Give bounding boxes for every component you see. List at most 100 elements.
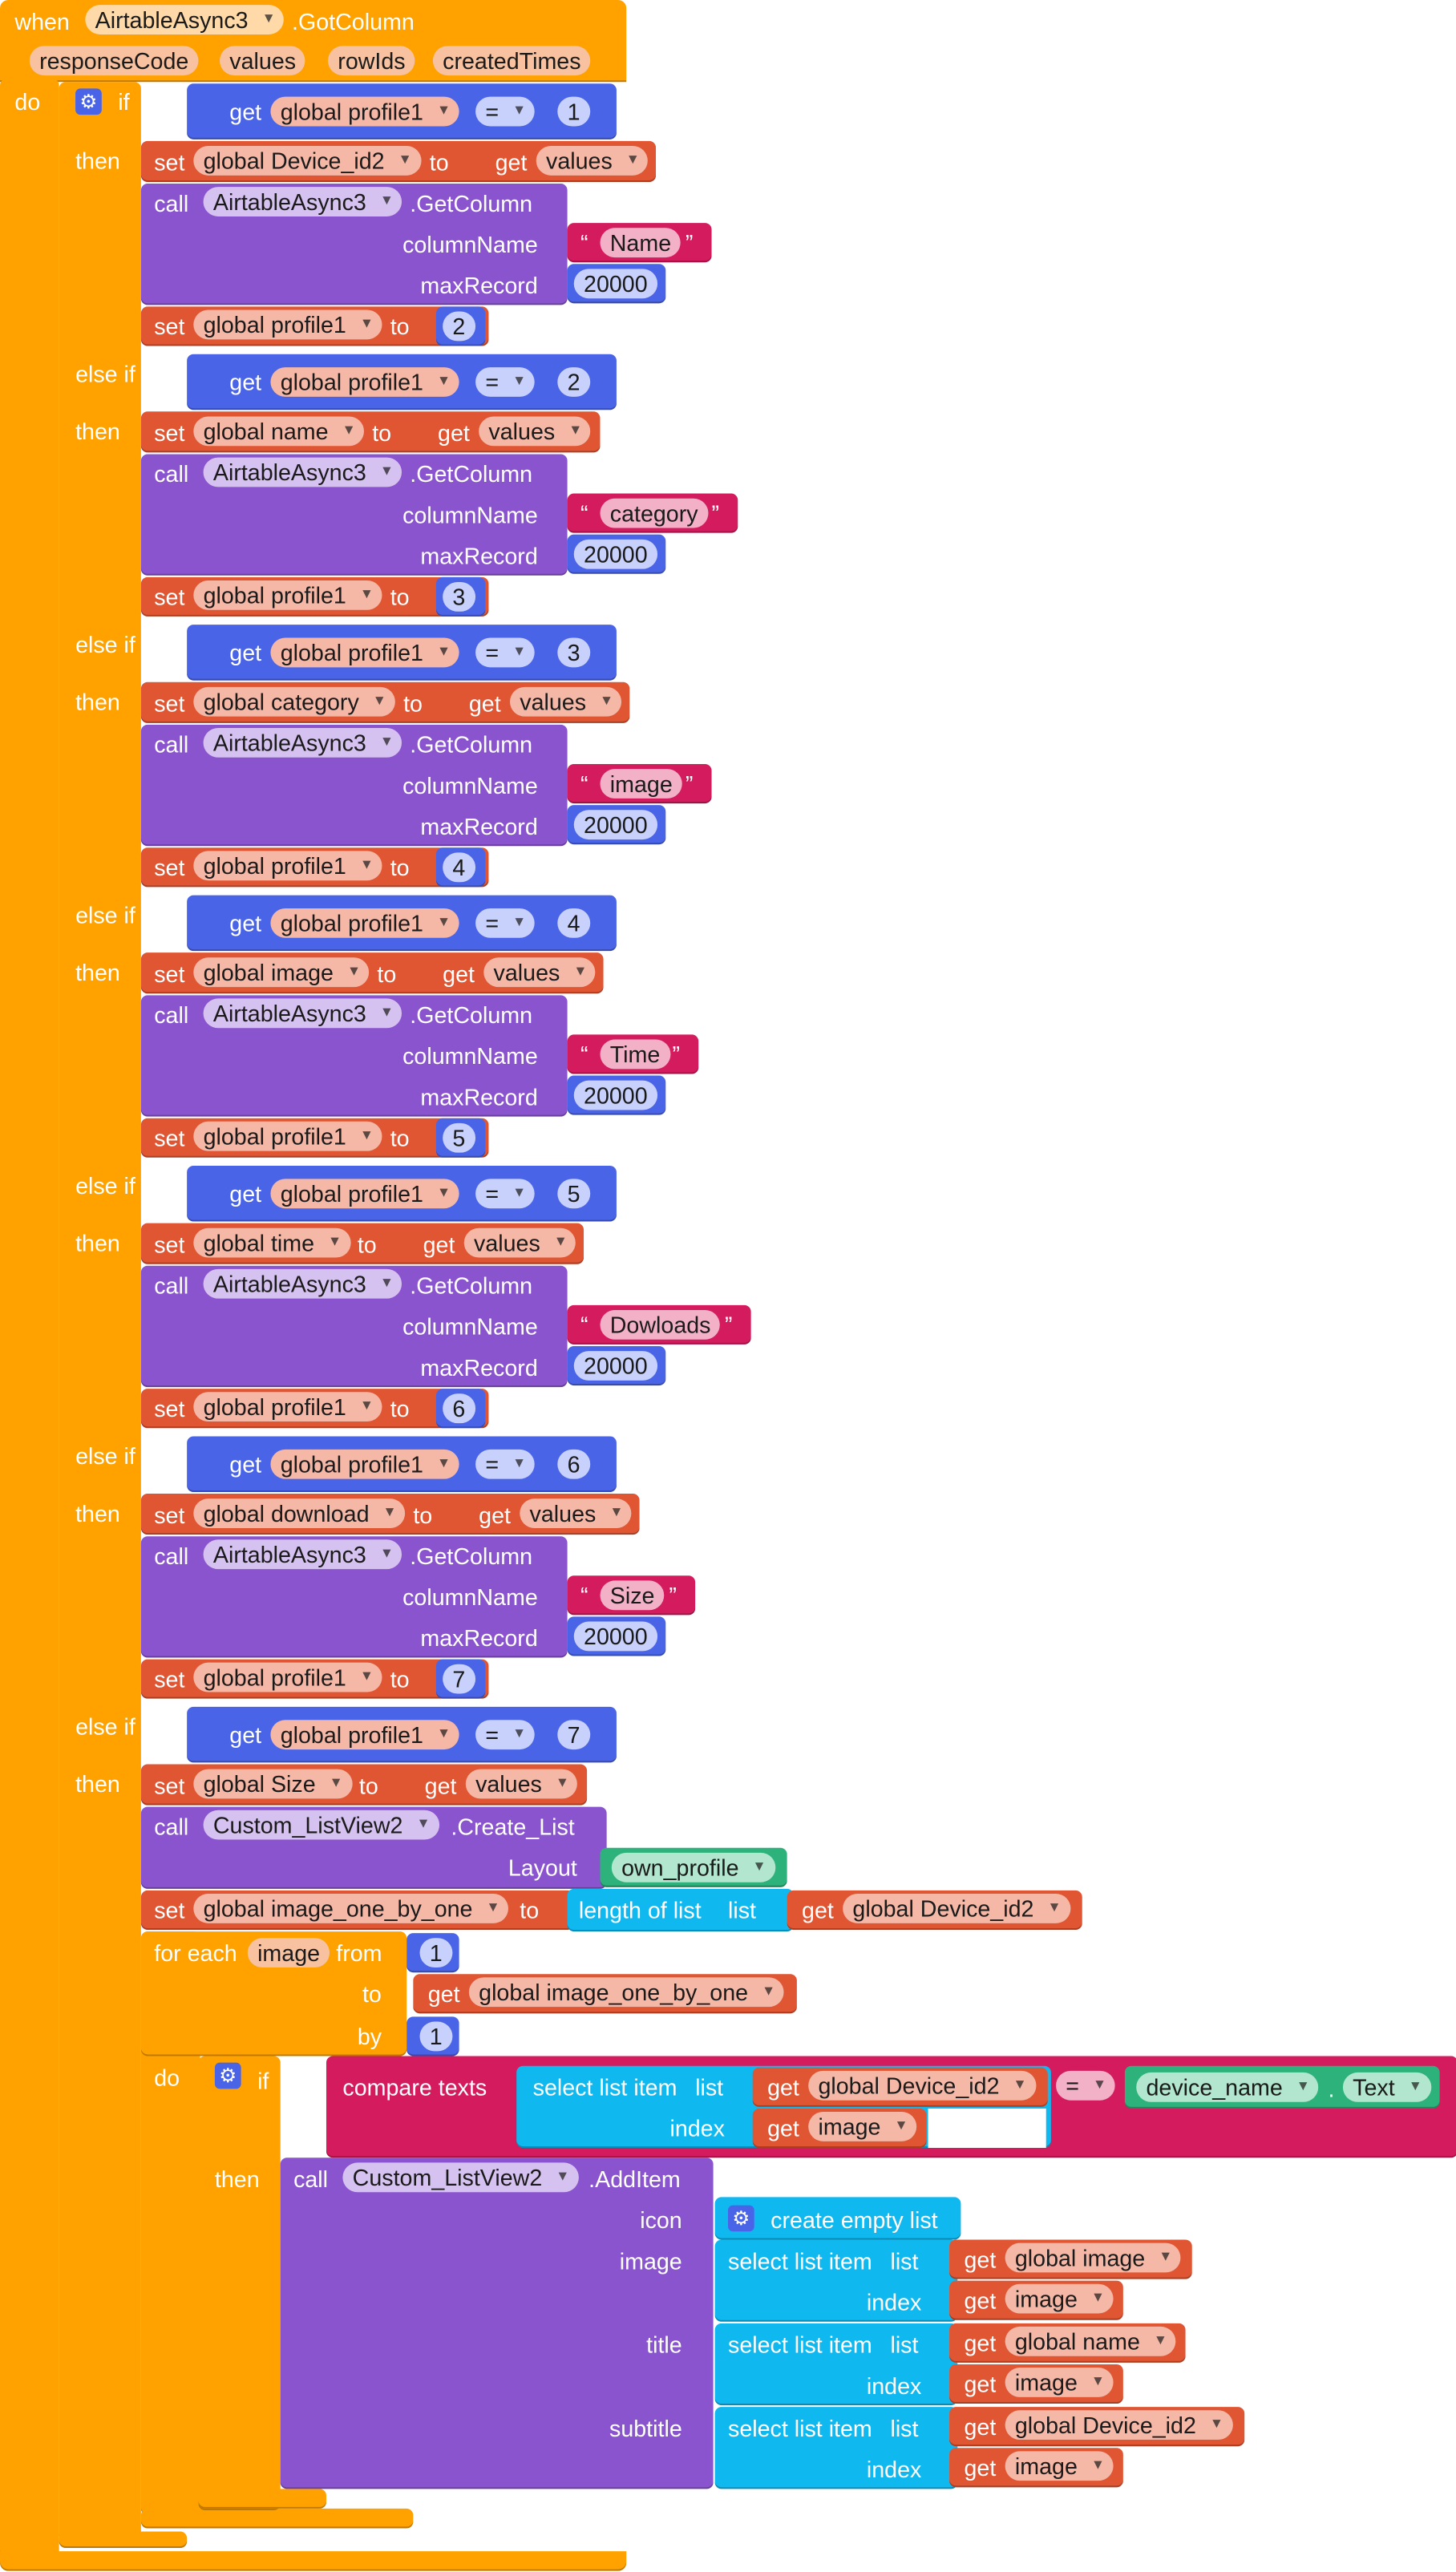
set-var-dropdown[interactable]: global Size: [193, 1769, 352, 1799]
set-profile-var-dropdown[interactable]: global profile1: [193, 1121, 382, 1151]
create-empty-list-block[interactable]: [714, 2197, 961, 2240]
create-list-mutator-gear-icon[interactable]: ⚙: [727, 2205, 754, 2232]
next-profile-number[interactable]: 7: [443, 1664, 475, 1694]
from-number[interactable]: 1: [419, 1938, 453, 1968]
set-var-dropdown[interactable]: global download: [193, 1498, 406, 1528]
cmp-property-dropdown[interactable]: Text: [1342, 2072, 1431, 2102]
length-of-list-block[interactable]: [567, 1888, 794, 1932]
cond-var-dropdown[interactable]: global profile1: [270, 1720, 459, 1750]
cond-number[interactable]: 3: [557, 637, 590, 668]
compare-op-dropdown[interactable]: =: [1056, 2070, 1116, 2101]
call-component-dropdown[interactable]: AirtableAsync3: [203, 727, 402, 758]
next-profile-number[interactable]: 4: [443, 852, 475, 883]
max-record-number[interactable]: 20000: [573, 810, 657, 840]
call-component-dropdown[interactable]: AirtableAsync3: [203, 1539, 402, 1570]
max-record-number[interactable]: 20000: [573, 269, 657, 299]
set-var-dropdown[interactable]: global category: [193, 686, 395, 717]
column-text[interactable]: image: [600, 769, 683, 799]
cond-var-dropdown[interactable]: global profile1: [270, 1179, 459, 1209]
column-text[interactable]: Time: [600, 1039, 670, 1070]
call-component-dropdown[interactable]: AirtableAsync3: [203, 1268, 402, 1299]
loop-var-name[interactable]: image: [247, 1938, 330, 1968]
select-list-item-block[interactable]: [714, 2323, 958, 2406]
title-list-var-dropdown[interactable]: global name: [1005, 2326, 1176, 2356]
subtitle-list-var-dropdown[interactable]: global Device_id2: [1005, 2410, 1232, 2441]
inner-if-block-column[interactable]: [198, 2056, 281, 2510]
if-block-column[interactable]: [59, 82, 141, 2542]
call-component-dropdown[interactable]: AirtableAsync3: [203, 457, 402, 487]
subtitle-index-var-dropdown[interactable]: image: [1005, 2451, 1114, 2481]
call-additem-block[interactable]: [280, 2157, 714, 2489]
get-var-dropdown[interactable]: values: [465, 1769, 578, 1799]
get-var-dropdown[interactable]: values: [520, 1498, 633, 1528]
cmp-component-dropdown[interactable]: device_name: [1136, 2072, 1319, 2102]
max-record-number[interactable]: 20000: [573, 1080, 657, 1110]
call-component-dropdown[interactable]: AirtableAsync3: [203, 187, 402, 216]
cond-number[interactable]: 5: [557, 1179, 590, 1209]
set2-var-dropdown[interactable]: global image_one_by_one: [193, 1894, 509, 1923]
set-profile-var-dropdown[interactable]: global profile1: [193, 851, 382, 881]
layout-value-dropdown[interactable]: own_profile: [611, 1852, 775, 1882]
cond-var-dropdown[interactable]: global profile1: [270, 1449, 459, 1479]
set-var-dropdown[interactable]: global image: [193, 957, 370, 988]
get-var-dropdown[interactable]: values: [479, 416, 592, 447]
column-text[interactable]: Dowloads: [600, 1309, 721, 1340]
param-values[interactable]: values: [220, 46, 306, 76]
cond-number[interactable]: 4: [557, 908, 590, 938]
compare-op-dropdown[interactable]: =: [475, 637, 536, 668]
to-get-var-dropdown[interactable]: global image_one_by_one: [468, 1977, 785, 2008]
cond-number[interactable]: 1: [557, 96, 590, 127]
max-record-number[interactable]: 20000: [573, 1621, 657, 1652]
set-profile-var-dropdown[interactable]: global profile1: [193, 1392, 382, 1422]
inner-if-mutator-gear-icon[interactable]: ⚙: [214, 2062, 241, 2089]
param-createdTimes[interactable]: createdTimes: [432, 46, 591, 76]
compare-op-dropdown[interactable]: =: [475, 1720, 536, 1750]
get-var-dropdown[interactable]: values: [510, 686, 623, 717]
cond-var-dropdown[interactable]: global profile1: [270, 367, 459, 397]
column-text[interactable]: Size: [600, 1580, 665, 1611]
get-var-dropdown[interactable]: values: [463, 1227, 576, 1258]
cond-var-dropdown[interactable]: global profile1: [270, 96, 459, 127]
if-mutator-gear-icon[interactable]: ⚙: [75, 88, 102, 115]
add-component-dropdown[interactable]: Custom_ListView2: [342, 2162, 579, 2193]
column-text[interactable]: Name: [600, 228, 681, 258]
column-text[interactable]: category: [600, 498, 708, 528]
compare-op-dropdown[interactable]: =: [475, 367, 536, 397]
next-profile-number[interactable]: 5: [443, 1122, 475, 1153]
next-profile-number[interactable]: 3: [443, 581, 475, 612]
select-list-item-block[interactable]: [714, 2239, 958, 2322]
cmp-index-var-dropdown[interactable]: image: [808, 2112, 917, 2141]
next-profile-number[interactable]: 6: [443, 1393, 475, 1424]
next-profile-number[interactable]: 2: [443, 311, 475, 342]
title-index-var-dropdown[interactable]: image: [1005, 2368, 1114, 2397]
select-list-item-block[interactable]: [714, 2407, 958, 2489]
param-rowIds[interactable]: rowIds: [328, 46, 415, 76]
cond-number[interactable]: 7: [557, 1720, 590, 1750]
compare-op-dropdown[interactable]: =: [475, 96, 536, 127]
set-var-dropdown[interactable]: global time: [193, 1227, 351, 1258]
set-var-dropdown[interactable]: global name: [193, 416, 365, 447]
image-index-var-dropdown[interactable]: image: [1005, 2283, 1114, 2314]
compare-op-dropdown[interactable]: =: [475, 1449, 536, 1479]
cond-var-dropdown[interactable]: global profile1: [270, 637, 459, 668]
max-record-number[interactable]: 20000: [573, 1351, 657, 1381]
set-profile-var-dropdown[interactable]: global profile1: [193, 580, 382, 610]
cond-number[interactable]: 6: [557, 1449, 590, 1479]
param-responseCode[interactable]: responseCode: [29, 46, 199, 76]
by-number[interactable]: 1: [419, 2021, 453, 2052]
length-get-var-dropdown[interactable]: global Device_id2: [843, 1894, 1070, 1923]
get-var-dropdown[interactable]: values: [536, 146, 649, 176]
cond-var-dropdown[interactable]: global profile1: [270, 908, 459, 938]
cmp-list-var-dropdown[interactable]: global Device_id2: [808, 2070, 1036, 2101]
set-var-dropdown[interactable]: global Device_id2: [193, 146, 421, 176]
get-var-dropdown[interactable]: values: [483, 957, 597, 988]
compare-op-dropdown[interactable]: =: [475, 908, 536, 938]
cond-number[interactable]: 2: [557, 367, 590, 397]
set-profile-var-dropdown[interactable]: global profile1: [193, 1662, 382, 1692]
event-component-dropdown[interactable]: AirtableAsync3: [85, 5, 285, 34]
set-profile-var-dropdown[interactable]: global profile1: [193, 309, 382, 340]
create-component-dropdown[interactable]: Custom_ListView2: [203, 1810, 439, 1840]
call-component-dropdown[interactable]: AirtableAsync3: [203, 998, 402, 1029]
image-list-var-dropdown[interactable]: global image: [1005, 2242, 1182, 2273]
